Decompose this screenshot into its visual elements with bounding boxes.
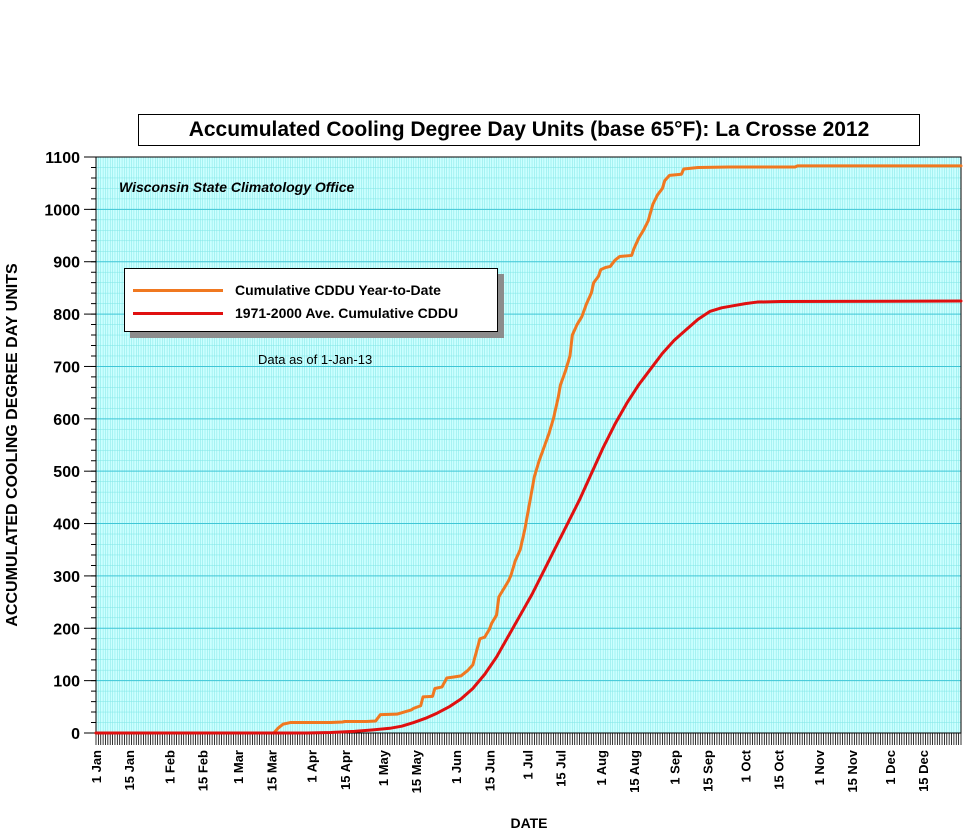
- y-tick-label-0: 0: [71, 726, 80, 743]
- x-tick-label-21: 15 Nov: [845, 749, 860, 792]
- y-tick-label-700: 700: [53, 359, 80, 376]
- x-tick-label-2: 1 Feb: [162, 750, 177, 784]
- x-tick-label-12: 1 Jul: [520, 750, 535, 780]
- source-note: Wisconsin State Climatology Office: [119, 179, 355, 195]
- x-tick-label-13: 15 Jul: [553, 750, 568, 787]
- x-tick-label-10: 1 Jun: [449, 750, 464, 784]
- x-tick-label-14: 1 Aug: [594, 750, 609, 786]
- legend-item-year-to-date: Cumulative CDDU Year-to-Date: [133, 281, 441, 299]
- series-line-0: [94, 164, 963, 735]
- x-tick-label-8: 1 May: [376, 749, 391, 786]
- y-tick-label-100: 100: [53, 674, 80, 691]
- x-axis-label: DATE: [510, 815, 548, 831]
- plot-frame: [95, 156, 962, 734]
- x-tick-label-1: 15 Jan: [122, 750, 137, 791]
- x-tick-label-17: 15 Sep: [700, 750, 715, 792]
- x-tick-label-5: 15 Mar: [264, 750, 279, 791]
- x-tick-label-7: 15 Apr: [338, 750, 353, 790]
- legend-swatch-year-to-date: [133, 288, 223, 292]
- y-tick-label-400: 400: [53, 517, 80, 534]
- x-tick-label-18: 1 Oct: [738, 749, 753, 782]
- x-tick-label-20: 1 Nov: [812, 749, 827, 785]
- y-tick-label-900: 900: [53, 255, 80, 272]
- x-tick-label-9: 15 May: [409, 749, 424, 793]
- legend-label-year-to-date: Cumulative CDDU Year-to-Date: [235, 282, 441, 298]
- plot-background: [96, 157, 961, 733]
- chart-title: Accumulated Cooling Degree Day Units (ba…: [138, 114, 920, 146]
- y-minor-ticks: [91, 156, 96, 734]
- y-tick-label-200: 200: [53, 621, 80, 638]
- x-daily-ticks: [95, 733, 962, 745]
- x-tick-label-19: 15 Oct: [772, 749, 787, 789]
- x-tick-label-3: 15 Feb: [196, 750, 211, 791]
- y-axis-label: ACCUMULATED COOLING DEGREE DAY UNITS: [4, 263, 21, 627]
- x-tick-label-15: 15 Aug: [627, 750, 642, 793]
- series-line-1: [94, 299, 963, 735]
- x-tick-label-6: 1 Apr: [305, 750, 320, 783]
- y-tick-label-800: 800: [53, 307, 80, 324]
- y-tick-label-600: 600: [53, 412, 80, 429]
- y-tick-label-300: 300: [53, 569, 80, 586]
- legend: Cumulative CDDU Year-to-Date 1971-2000 A…: [124, 268, 498, 332]
- legend-label-average: 1971-2000 Ave. Cumulative CDDU: [235, 305, 459, 321]
- legend-swatch-average: [133, 311, 223, 315]
- x-tick-label-23: 15 Dec: [916, 750, 931, 792]
- x-tick-label-16: 1 Sep: [667, 750, 682, 785]
- data-as-of-note: Data as of 1-Jan-13: [258, 352, 373, 367]
- legend-item-average: 1971-2000 Ave. Cumulative CDDU: [133, 304, 458, 322]
- x-tick-label-11: 15 Jun: [482, 750, 497, 791]
- y-tick-label-1100: 1100: [45, 150, 80, 167]
- y-tick-label-1000: 1000: [44, 202, 80, 219]
- x-tick-label-4: 1 Mar: [231, 750, 246, 784]
- x-tick-label-22: 1 Dec: [883, 750, 898, 785]
- y-tick-label-500: 500: [53, 464, 80, 481]
- x-tick-label-0: 1 Jan: [89, 750, 104, 783]
